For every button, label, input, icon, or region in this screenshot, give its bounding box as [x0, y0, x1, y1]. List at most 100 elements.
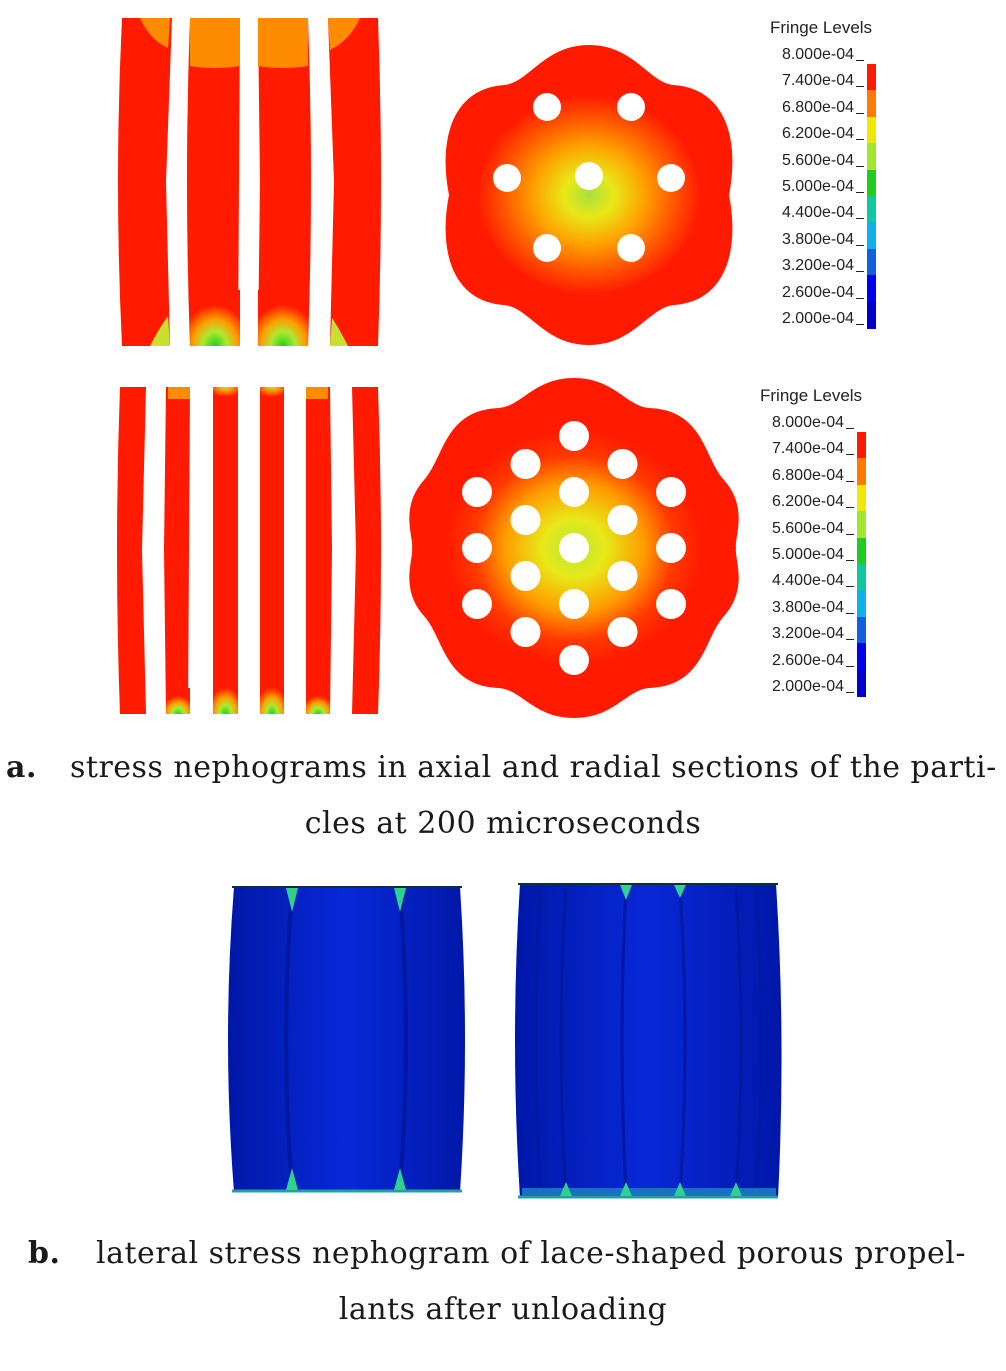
- perforation: [656, 477, 686, 507]
- legend-swatch: [867, 169, 876, 197]
- stress-zone: [394, 1168, 406, 1190]
- legend-level: 3.200e-04: [781, 257, 854, 275]
- stress-zone: [260, 387, 284, 401]
- legend-level: 2.000e-04: [781, 310, 854, 327]
- legend-tick: [856, 271, 864, 273]
- legend-tick: [856, 297, 864, 299]
- seam: [534, 887, 542, 1195]
- legend-title: Fringe Levels: [760, 386, 863, 405]
- seam: [620, 887, 628, 1195]
- legend-swatch: [857, 511, 866, 539]
- legend-tick: [846, 586, 854, 588]
- stress-zone: [620, 1182, 632, 1196]
- stress-zone: [328, 18, 360, 50]
- stress-zone: [190, 18, 240, 68]
- perforation: [462, 533, 492, 563]
- axial-section-7hole: [118, 18, 381, 346]
- seam: [398, 891, 408, 1187]
- perforation: [617, 93, 645, 121]
- stress-zone: [306, 688, 330, 714]
- legend-swatch: [867, 143, 876, 171]
- legend-level: 5.000e-04: [781, 178, 854, 195]
- legend-title: Fringe Levels: [770, 18, 873, 37]
- seam: [678, 887, 687, 1195]
- perforation: [533, 93, 561, 121]
- legend-level: 7.400e-04: [781, 72, 854, 90]
- seam: [734, 887, 743, 1195]
- legend-swatch: [857, 616, 866, 645]
- perforation: [607, 505, 638, 535]
- stress-zone: [168, 387, 190, 399]
- perforation: [533, 234, 561, 262]
- legend-tick: [856, 192, 864, 193]
- legend-tick: [846, 507, 854, 509]
- legend-swatch: [867, 90, 876, 118]
- axial-strip: [117, 387, 146, 714]
- stress-zone: [674, 885, 686, 898]
- legend-swatch: [857, 643, 866, 671]
- perforation: [559, 533, 589, 563]
- legend-level: 2.600e-04: [781, 283, 854, 301]
- stress-zone: [258, 18, 308, 68]
- axial-strip: [187, 18, 240, 346]
- stress-zone: [258, 287, 308, 346]
- radial-section-19hole: [409, 378, 739, 718]
- legend-tick: [846, 560, 854, 561]
- legend-level: 4.400e-04: [771, 572, 844, 590]
- legend-level: 7.400e-04: [771, 440, 844, 458]
- legend-tick: [856, 86, 864, 88]
- caption-line: stress nephograms in axial and radial se…: [70, 750, 997, 785]
- legend-level: 5.600e-04: [781, 151, 854, 169]
- legend-level: 6.800e-04: [771, 466, 844, 484]
- axial-strip: [328, 18, 381, 346]
- axial-strip: [306, 387, 332, 714]
- perforation: [462, 477, 492, 507]
- legend-tick: [856, 139, 864, 141]
- legend-tick: [846, 533, 854, 535]
- stress-zone: [620, 885, 632, 900]
- legend-tick: [856, 324, 864, 325]
- stress-zone: [730, 1182, 742, 1196]
- legend-swatch: [867, 116, 876, 145]
- legend-level: 3.200e-04: [771, 625, 844, 643]
- axial-strip: [164, 387, 190, 714]
- stress-zone: [286, 1168, 298, 1190]
- legend-tick: [856, 112, 864, 114]
- legend-tick: [856, 244, 864, 246]
- legend-level: 8.000e-04: [781, 46, 854, 63]
- legend-swatch: [857, 458, 866, 486]
- lateral-body: [228, 887, 465, 1192]
- perforation: [559, 477, 589, 507]
- radial-section-7hole: [445, 45, 733, 345]
- axial-strip: [118, 18, 172, 346]
- stress-zone: [190, 287, 240, 346]
- legend-tick: [856, 218, 864, 220]
- legend-swatch: [867, 196, 876, 224]
- caption-line: cles at 200 microseconds: [304, 806, 702, 841]
- stress-zone: [140, 18, 170, 48]
- legend-level: 5.600e-04: [771, 519, 844, 537]
- perforations: [462, 421, 686, 675]
- legend-level: 4.400e-04: [781, 204, 854, 222]
- stress-zone: [674, 1182, 686, 1196]
- perforation: [607, 449, 638, 479]
- legend-swatch: [867, 248, 876, 277]
- stress-zone: [260, 676, 284, 714]
- legend-tick: [846, 639, 854, 641]
- caption-line: lants after unloading: [338, 1292, 668, 1327]
- caption-label: a.: [6, 750, 37, 785]
- stress-zone: [394, 888, 406, 912]
- seam: [284, 891, 294, 1187]
- stress-zone: [286, 888, 298, 912]
- legend-swatch: [867, 275, 876, 303]
- legend-tick: [846, 454, 854, 456]
- lateral-body: [515, 884, 782, 1198]
- legend-swatch: [857, 432, 866, 460]
- legend-tick: [846, 665, 854, 667]
- stress-zone: [150, 316, 170, 346]
- caption-label: b.: [28, 1236, 61, 1271]
- axial-strip: [213, 387, 238, 714]
- seam: [754, 887, 763, 1195]
- perforation: [617, 234, 645, 262]
